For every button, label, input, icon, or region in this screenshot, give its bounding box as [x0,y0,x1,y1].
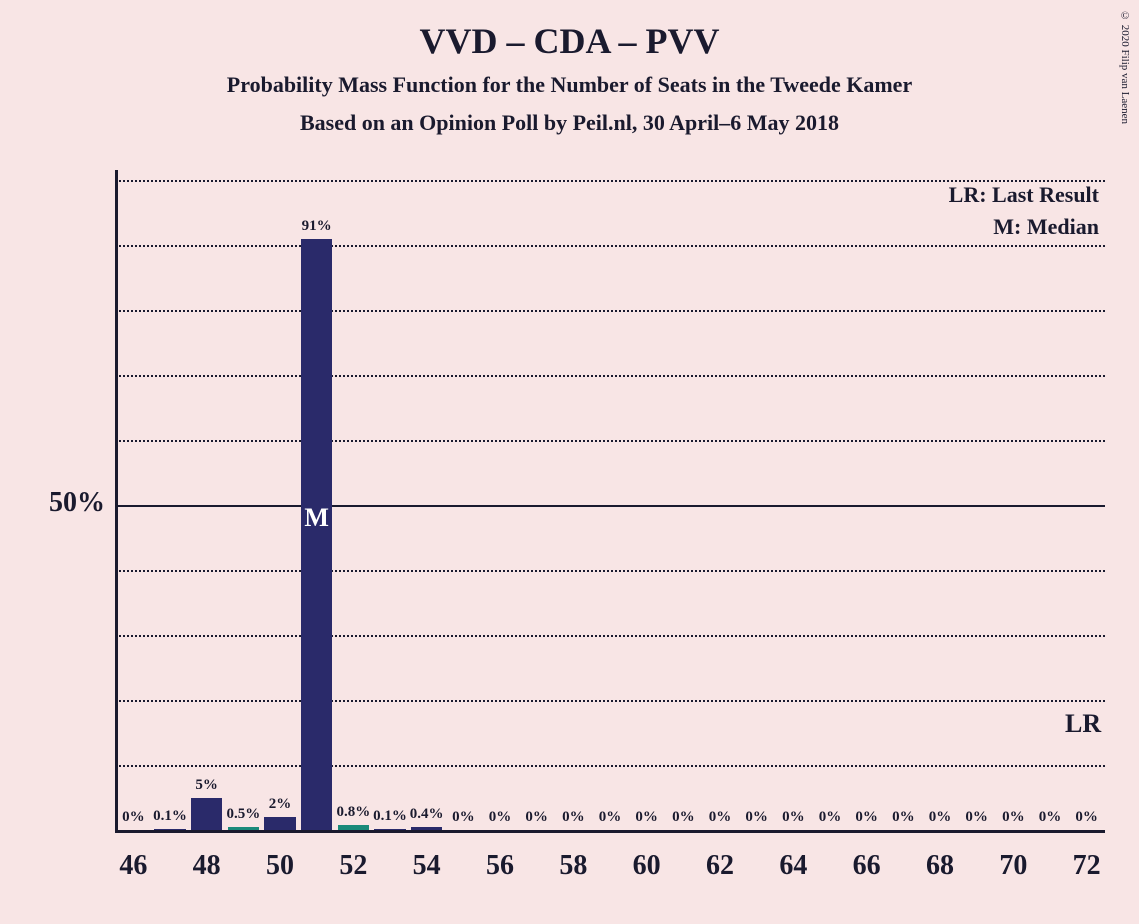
x-tick-label: 60 [617,850,677,882]
grid-line [115,700,1105,702]
bar [338,825,369,830]
x-tick-label: 58 [543,850,603,882]
bar-label: 0.1% [145,808,195,825]
x-tick-label: 70 [983,850,1043,882]
x-tick-label: 54 [397,850,457,882]
grid-line [115,765,1105,767]
median-marker: M [301,503,332,533]
x-axis [115,830,1105,833]
chart-title: VVD – CDA – PVV [0,20,1139,62]
y-axis [115,170,118,830]
chart-subtitle-1: Probability Mass Function for the Number… [0,72,1139,98]
x-tick-label: 52 [323,850,383,882]
grid-line [115,440,1105,442]
grid-line [115,310,1105,312]
x-tick-label: 48 [177,850,237,882]
x-tick-label: 46 [103,850,163,882]
x-tick-label: 50 [250,850,310,882]
bar-label: 91% [292,218,342,235]
copyright-text: © 2020 Filip van Laenen [1119,10,1131,124]
x-tick-label: 66 [837,850,897,882]
bar-label: 2% [255,796,305,813]
legend-m: M: Median [993,214,1099,240]
legend-lr: LR: Last Result [949,182,1099,208]
lr-marker: LR [1065,709,1101,739]
x-tick-label: 72 [1057,850,1117,882]
bar [264,817,295,830]
bar [154,829,185,830]
bar [228,827,259,830]
bar [411,827,442,830]
x-tick-label: 62 [690,850,750,882]
chart-subtitle-2: Based on an Opinion Poll by Peil.nl, 30 … [0,110,1139,136]
grid-line [115,570,1105,572]
plot-area: 50%LR: Last ResultM: Median0%0.1%5%0.5%2… [115,180,1105,830]
chart-container: VVD – CDA – PVV Probability Mass Functio… [0,0,1139,924]
bar-label: 0% [1062,809,1112,826]
grid-line [115,635,1105,637]
grid-line [115,245,1105,247]
grid-line [115,505,1105,507]
bar [374,829,405,830]
bar [301,239,332,831]
bar-label: 5% [182,777,232,794]
grid-line [115,375,1105,377]
y-axis-label: 50% [25,487,105,519]
x-tick-label: 56 [470,850,530,882]
x-tick-label: 64 [763,850,823,882]
x-tick-label: 68 [910,850,970,882]
